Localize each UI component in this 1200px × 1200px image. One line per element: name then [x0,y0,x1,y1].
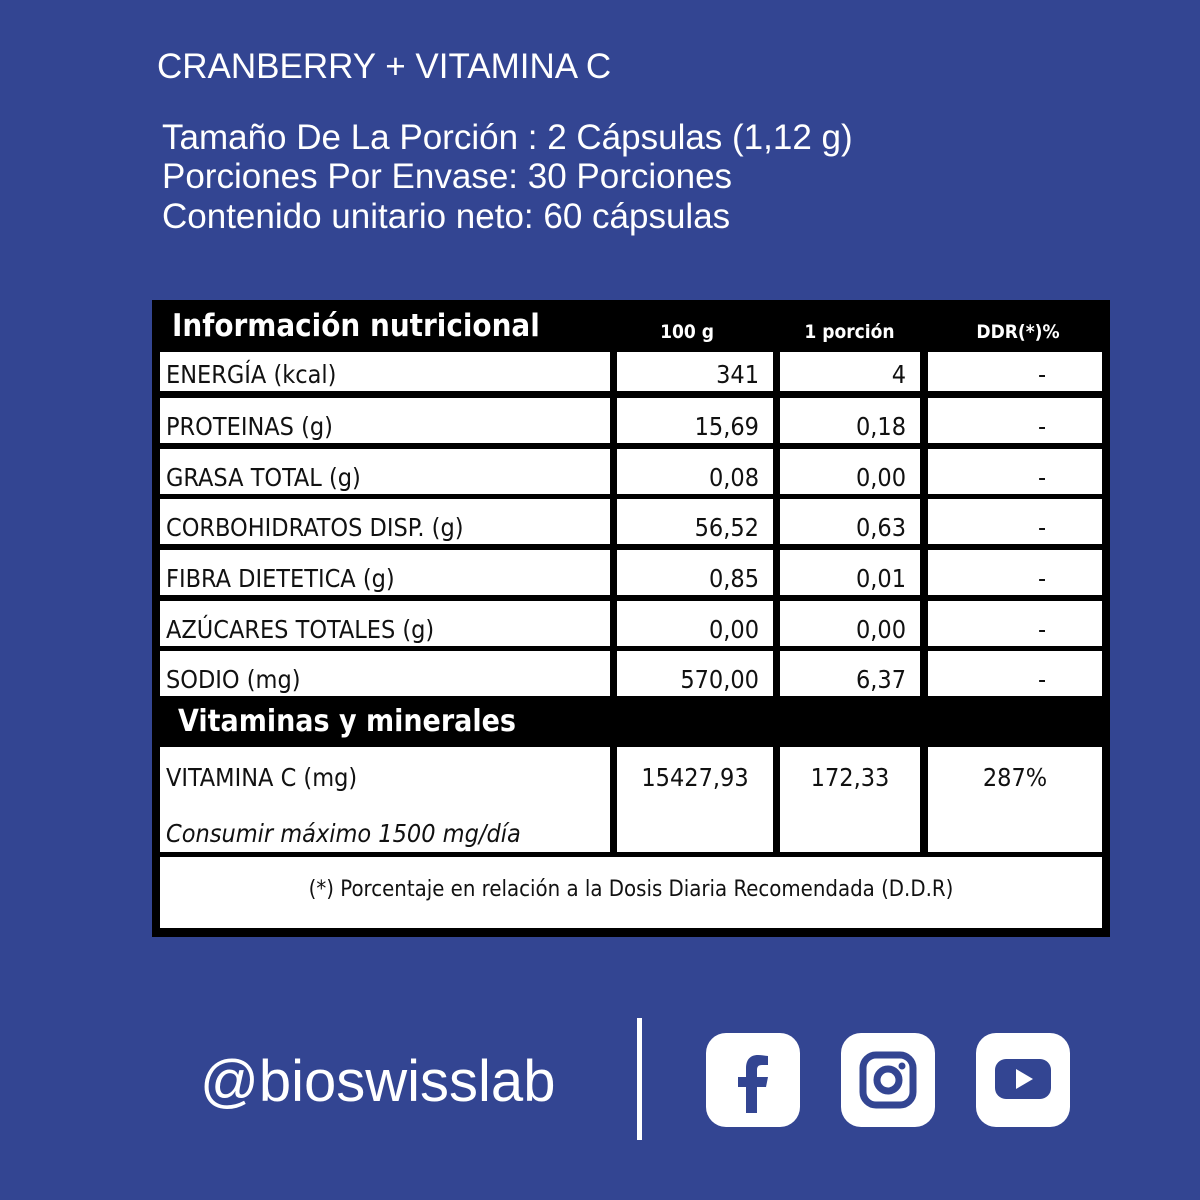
youtube-icon[interactable] [976,1033,1070,1127]
row-label: AZÚCARES TOTALES (g) [160,601,610,646]
row-value: 4 [780,352,920,391]
column-header: 100 g [660,321,714,343]
footnote: (*) Porcentaje en relación a la Dosis Di… [160,857,1102,928]
row-value: 341 [617,352,773,391]
row-value: - [928,449,1102,494]
row-value: 0,00 [617,601,773,646]
table-title: Información nutricional [172,308,540,344]
vitamin-note: Consumir máximo 1500 mg/día [166,819,521,848]
row-label: GRASA TOTAL (g) [160,449,610,494]
vitamin-label: VITAMINA C (mg) [160,747,610,852]
serving-line: Contenido unitario neto: 60 cápsulas [162,197,731,236]
nutrition-table: Información nutricional Vitaminas y mine… [152,300,1110,937]
row-value: 15,69 [617,398,773,443]
row-value: - [928,651,1102,696]
vitamin-value: 172,33 [780,747,920,852]
row-value: 0,01 [780,550,920,595]
vitamin-value: 287% [928,747,1102,852]
row-label: PROTEINAS (g) [160,398,610,443]
row-value: 0,18 [780,398,920,443]
row-value: 0,08 [617,449,773,494]
column-header: DDR(*)% [976,321,1060,343]
row-value: - [928,398,1102,443]
row-value: - [928,601,1102,646]
column-header: 1 porción [804,321,895,343]
row-value: 56,52 [617,499,773,544]
row-value: - [928,550,1102,595]
serving-line: Tamaño De La Porción : 2 Cápsulas (1,12 … [162,118,853,157]
social-handle: @bioswisslab [200,1049,556,1114]
divider [637,1018,642,1140]
vitamin-value: 15427,93 [617,747,773,852]
facebook-icon[interactable] [706,1033,800,1127]
row-value: 0,00 [780,601,920,646]
row-value: 0,85 [617,550,773,595]
vitamin-label-text: VITAMINA C (mg) [166,763,358,792]
row-value: 0,63 [780,499,920,544]
row-value: 0,00 [780,449,920,494]
social-icons [706,1033,1070,1127]
instagram-icon[interactable] [841,1033,935,1127]
row-value: 570,00 [617,651,773,696]
section-title: Vitaminas y minerales [178,704,516,739]
row-label: SODIO (mg) [160,651,610,696]
row-label: CORBOHIDRATOS DISP. (g) [160,499,610,544]
row-value: 6,37 [780,651,920,696]
row-label: ENERGÍA (kcal) [160,352,610,391]
product-title: CRANBERRY + VITAMINA C [157,47,612,86]
row-value: - [928,352,1102,391]
row-value: - [928,499,1102,544]
serving-line: Porciones Por Envase: 30 Porciones [162,157,733,196]
row-label: FIBRA DIETETICA (g) [160,550,610,595]
